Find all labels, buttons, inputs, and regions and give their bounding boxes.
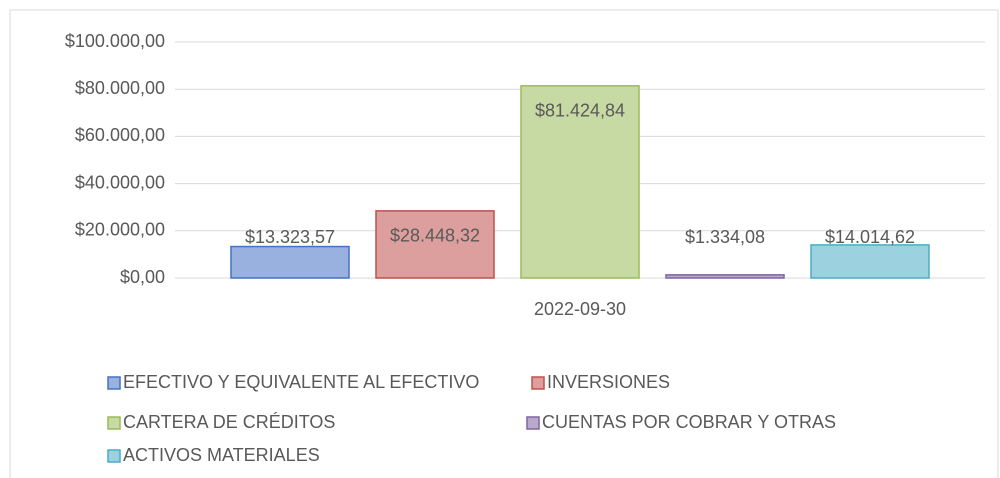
x-tick-label: 2022-09-30 [534,299,626,319]
bar [375,210,495,279]
legend-swatch [107,449,121,463]
data-label: $28.448,32 [390,226,480,246]
legend-swatch [526,416,540,430]
bar [230,245,350,279]
legend-label: EFECTIVO Y EQUIVALENTE AL EFECTIVO [123,372,479,392]
legend-swatch [107,376,121,390]
y-tick-label: $40.000,00 [75,172,165,192]
y-tick-label: $100.000,00 [65,31,165,51]
bar [665,274,785,279]
legend-label: CUENTAS POR COBRAR Y OTRAS [542,412,836,432]
bar [520,85,640,279]
legend-label: ACTIVOS MATERIALES [123,445,320,465]
chart-frame [9,9,999,478]
legend-swatch [107,416,121,430]
y-tick-label: $60.000,00 [75,125,165,145]
bar [810,244,930,279]
y-tick-label: $0,00 [120,267,165,287]
legend-label: INVERSIONES [547,372,670,392]
y-tick-label: $80.000,00 [75,78,165,98]
data-label: $14.014,62 [825,227,915,247]
data-label: $13.323,57 [245,227,335,247]
data-label: $1.334,08 [685,227,765,247]
y-tick-label: $20.000,00 [75,220,165,240]
legend-swatch [531,376,545,390]
data-label: $81.424,84 [535,101,625,121]
legend-label: CARTERA DE CRÉDITOS [123,412,335,432]
